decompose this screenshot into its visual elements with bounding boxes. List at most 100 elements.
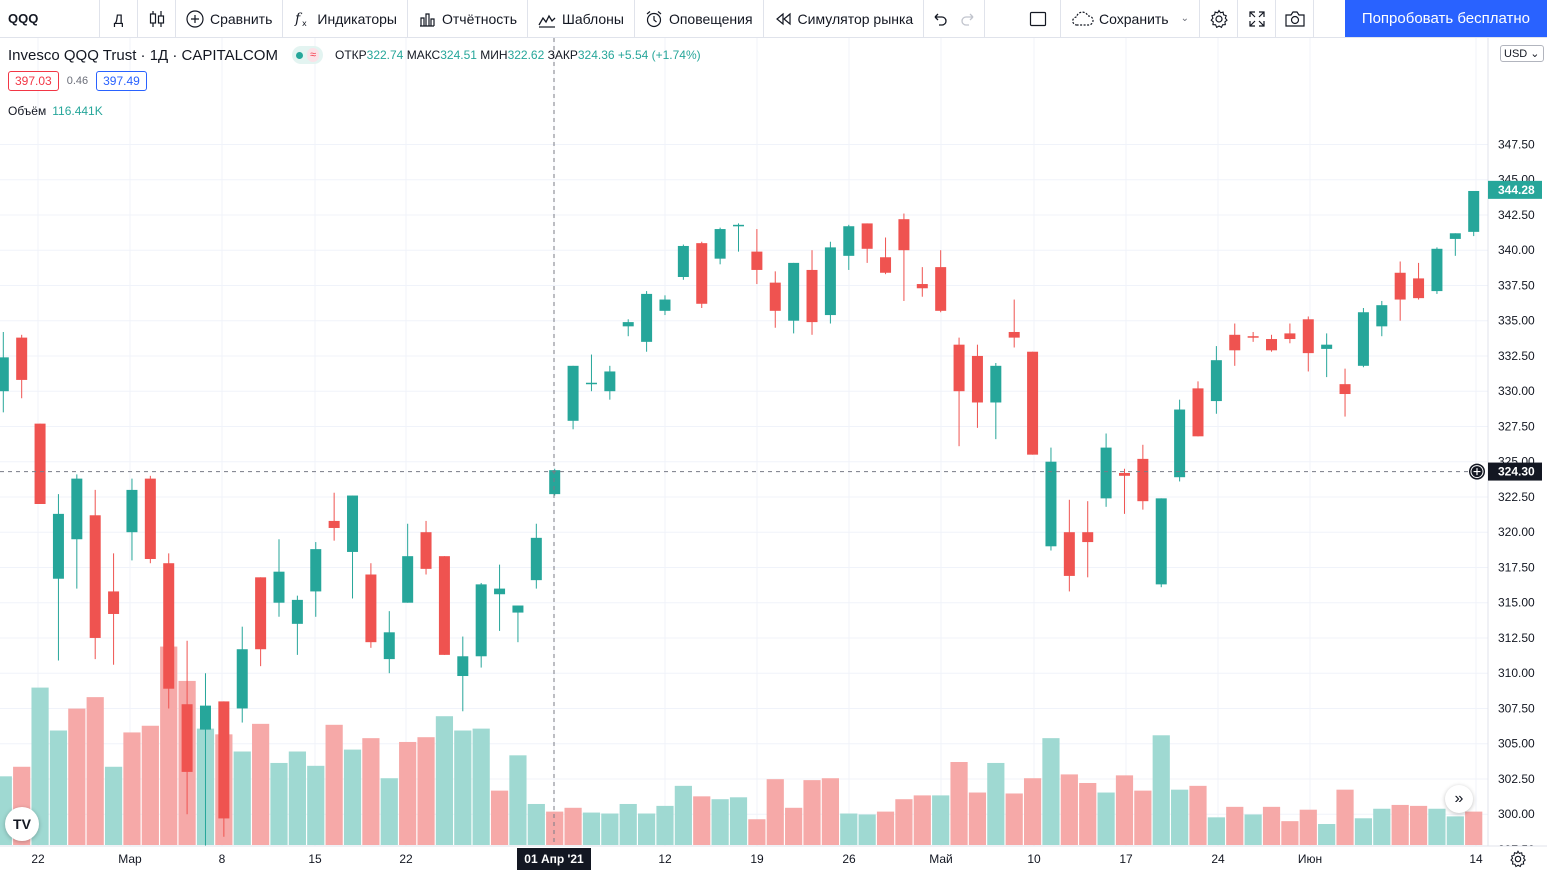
time-cursor-label: 01 Апр '21 bbox=[524, 852, 584, 866]
time-tick-label: Июн bbox=[1298, 852, 1322, 866]
candle-body bbox=[494, 588, 506, 595]
try-free-label: Попробовать бесплатно bbox=[1361, 10, 1530, 27]
ohlc-values: ОТКР322.74 МАКС324.51 МИН322.62 ЗАКР324.… bbox=[335, 48, 701, 62]
candle-body bbox=[971, 355, 983, 403]
cloud-icon bbox=[1072, 11, 1094, 26]
candle-body bbox=[181, 704, 193, 772]
volume-bar bbox=[693, 796, 711, 845]
settings-button[interactable] bbox=[1200, 0, 1238, 37]
last-price-label: 344.28 bbox=[1498, 183, 1535, 197]
volume-bar bbox=[1391, 804, 1409, 845]
compare-button[interactable]: Сравнить bbox=[176, 0, 284, 37]
candle-body bbox=[843, 226, 855, 256]
save-button[interactable]: Сохранить ⌄ bbox=[1060, 0, 1200, 37]
candle-body bbox=[255, 577, 267, 650]
tradingview-logo[interactable]: TV bbox=[5, 807, 39, 841]
price-chart[interactable]: 347.50345.00342.50340.00337.50335.00332.… bbox=[0, 38, 1547, 879]
price-tick-label: 332.50 bbox=[1498, 349, 1535, 363]
fullscreen-icon bbox=[1248, 10, 1265, 27]
candle-body bbox=[218, 701, 230, 819]
templates-button[interactable]: Шаблоны bbox=[528, 0, 635, 37]
symbol-search-button[interactable]: QQQ bbox=[0, 0, 100, 37]
candle-body bbox=[347, 495, 359, 552]
candle-body bbox=[1247, 336, 1259, 338]
candle-body bbox=[861, 223, 873, 249]
volume-legend[interactable]: Объём 116.441K bbox=[8, 104, 103, 118]
candle bbox=[1100, 433, 1112, 507]
replay-button[interactable]: Симулятор рынка bbox=[764, 0, 925, 37]
reports-button[interactable]: Отчётность bbox=[408, 0, 529, 37]
spread-value: 0.46 bbox=[66, 75, 89, 87]
candle-body bbox=[144, 478, 156, 559]
time-axis[interactable]: 22 Мар 8 15 22 01 Апр '21 12 19 26 Май 10 17 24 Июн 14 bbox=[0, 845, 1547, 879]
candle-body bbox=[916, 284, 928, 289]
candle bbox=[144, 475, 156, 564]
volume-bar bbox=[399, 741, 417, 845]
volume-bar bbox=[968, 792, 987, 845]
try-free-button[interactable]: Попробовать бесплатно bbox=[1344, 0, 1547, 37]
open-label: ОТКР bbox=[334, 48, 367, 62]
snapshot-button[interactable] bbox=[1276, 0, 1314, 37]
candle bbox=[1266, 334, 1278, 352]
time-tick-label: 19 bbox=[750, 852, 764, 866]
candle bbox=[769, 271, 781, 328]
candle-body bbox=[457, 656, 469, 677]
plus-circle-icon bbox=[186, 9, 204, 28]
undo-icon[interactable] bbox=[930, 10, 948, 28]
candle bbox=[420, 520, 432, 575]
sell-price-button[interactable]: 397.03 bbox=[8, 71, 59, 91]
candle bbox=[971, 344, 983, 428]
volume-bar bbox=[821, 778, 839, 845]
candle-body bbox=[1137, 458, 1149, 502]
scroll-to-realtime-button[interactable]: » bbox=[1445, 785, 1473, 813]
candle bbox=[383, 611, 395, 674]
candle bbox=[1027, 351, 1039, 455]
candle-body bbox=[806, 269, 818, 323]
layout-button[interactable] bbox=[1016, 0, 1060, 37]
volume-bar bbox=[1299, 809, 1317, 845]
volume-bar bbox=[343, 749, 362, 845]
fullscreen-button[interactable] bbox=[1238, 0, 1276, 37]
interval-label: Д bbox=[113, 10, 124, 27]
chevron-down-icon[interactable]: ⌄ bbox=[1180, 13, 1189, 24]
candle bbox=[843, 224, 855, 270]
candle bbox=[1210, 346, 1222, 414]
candles-icon bbox=[149, 10, 164, 27]
interval-button[interactable]: Д bbox=[100, 0, 138, 37]
volume-bar bbox=[803, 780, 821, 845]
market-status-badge[interactable]: ≈ bbox=[291, 46, 323, 64]
candle bbox=[1045, 447, 1057, 551]
price-axis[interactable]: 347.50345.00342.50340.00337.50335.00332.… bbox=[1487, 38, 1547, 879]
candle bbox=[1118, 468, 1130, 514]
candle-body bbox=[1155, 498, 1167, 585]
redo-icon[interactable] bbox=[960, 10, 978, 28]
currency-selector[interactable]: USD ⌄ bbox=[1500, 45, 1544, 62]
add-alert-plus-icon[interactable] bbox=[1469, 463, 1485, 480]
candle-body bbox=[291, 599, 303, 624]
alerts-button[interactable]: Оповещения bbox=[635, 0, 764, 37]
volume-bar bbox=[1465, 811, 1483, 845]
symbol-title[interactable]: Invesco QQQ Trust · 1Д · CAPITALCOM bbox=[8, 46, 278, 64]
candle bbox=[0, 331, 9, 413]
candle bbox=[199, 673, 211, 850]
candle bbox=[751, 229, 763, 285]
candle-body bbox=[769, 282, 781, 311]
buy-price-button[interactable]: 397.49 bbox=[96, 71, 147, 91]
chart-type-button[interactable] bbox=[138, 0, 176, 37]
save-label: Сохранить bbox=[1099, 10, 1169, 27]
candle-body bbox=[1284, 333, 1296, 340]
candle-body bbox=[52, 513, 64, 579]
price-tick-label: 317.50 bbox=[1498, 560, 1535, 574]
timezone-settings-gear-icon[interactable] bbox=[1509, 850, 1527, 868]
compare-label: Сравнить bbox=[210, 10, 273, 27]
tv-logo-icon: TV bbox=[13, 816, 31, 832]
candle bbox=[567, 365, 579, 430]
candle bbox=[1302, 316, 1314, 372]
candle bbox=[824, 241, 836, 324]
high-label: МАКС bbox=[406, 48, 441, 62]
candle-body bbox=[402, 556, 414, 603]
candle bbox=[953, 337, 965, 447]
volume-bar bbox=[913, 795, 931, 845]
time-tick-label: 24 bbox=[1211, 852, 1225, 866]
